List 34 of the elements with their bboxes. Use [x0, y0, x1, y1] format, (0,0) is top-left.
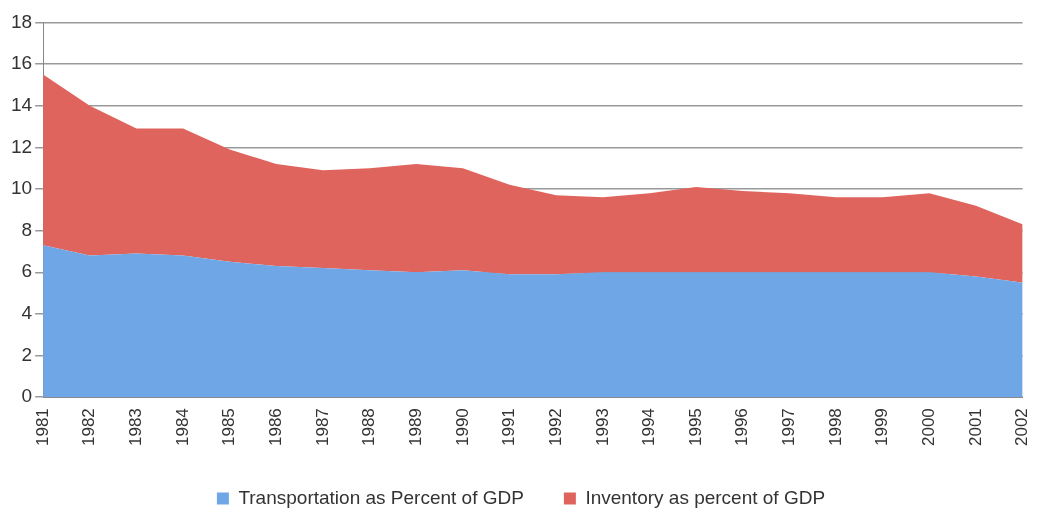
y-tick-label: 4 [21, 302, 33, 324]
x-tick-label: 1988 [359, 408, 379, 447]
y-tick-label: 0 [21, 385, 33, 407]
x-tick-label: 1999 [872, 408, 892, 447]
y-tick-label: 16 [10, 52, 33, 74]
x-tick-label: 1993 [592, 408, 612, 447]
x-tick-label: 1984 [172, 408, 192, 447]
x-tick-label: 1996 [732, 408, 752, 447]
y-tick-label: 14 [10, 93, 33, 115]
x-tick-label: 1991 [499, 408, 519, 447]
x-tick-label: 1985 [219, 408, 239, 447]
y-tick-label: 2 [21, 343, 33, 365]
x-tick-label: 2002 [1012, 408, 1032, 447]
x-tick-label: 1982 [79, 408, 99, 447]
x-tick-label: 1989 [405, 408, 425, 447]
legend-label: Transportation as Percent of GDP [238, 486, 524, 508]
legend-label: Inventory as percent of GDP [585, 486, 826, 508]
x-tick-label: 1986 [266, 408, 286, 447]
x-tick-label: 1997 [779, 408, 799, 447]
x-tick-label: 1994 [639, 408, 659, 447]
y-tick-label: 10 [10, 177, 33, 199]
x-tick-label: 1981 [32, 408, 52, 447]
x-tick-label: 2000 [919, 408, 939, 447]
y-tick-label: 6 [21, 260, 33, 282]
y-tick-label: 12 [10, 135, 33, 157]
x-tick-label: 1990 [452, 408, 472, 447]
x-tick-label: 1995 [685, 408, 705, 447]
x-tick-label: 1992 [545, 408, 565, 447]
x-tick-label: 1998 [825, 408, 845, 447]
x-tick-label: 2001 [965, 408, 985, 447]
y-tick-label: 18 [10, 10, 33, 32]
y-tick-label: 8 [21, 218, 33, 240]
x-tick-label: 1983 [126, 408, 146, 447]
x-tick-label: 1987 [312, 408, 332, 447]
